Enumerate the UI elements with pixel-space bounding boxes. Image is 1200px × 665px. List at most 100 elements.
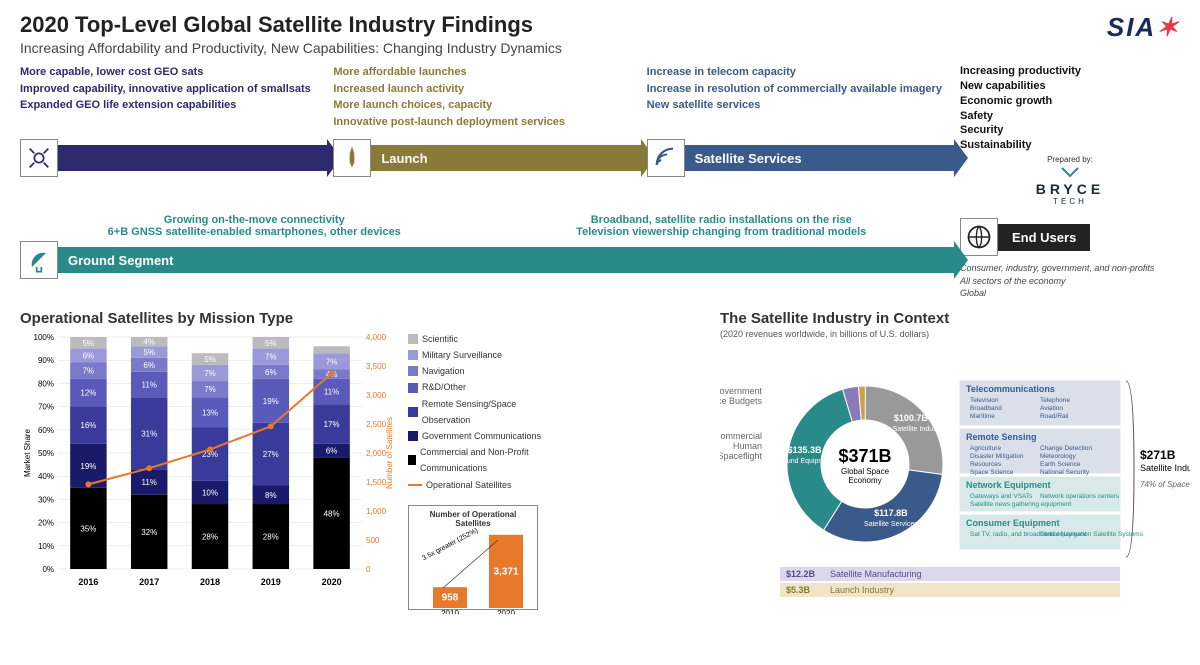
rocket-icon [333,139,371,177]
svg-text:Satellite Industry: Satellite Industry [1140,463,1190,473]
svg-text:4,000: 4,000 [366,333,387,342]
svg-text:Television: Television [970,397,999,404]
page-subtitle: Increasing Affordability and Productivit… [20,40,562,56]
svg-text:13%: 13% [202,408,218,417]
mini-chart: Number of Operational Satellites 9582010… [408,505,538,610]
svg-text:35%: 35% [80,524,96,533]
svg-text:7%: 7% [204,369,216,378]
svg-text:31%: 31% [141,429,157,438]
svg-text:Consumer Equipment: Consumer Equipment [966,518,1060,528]
flow-services: Increase in telecom capacityIncrease in … [647,64,954,176]
svg-text:Network Equipment: Network Equipment [966,480,1051,490]
header: 2020 Top-Level Global Satellite Industry… [20,12,1180,56]
svg-text:Telephone: Telephone [1040,397,1070,404]
dish-icon [20,241,58,279]
svg-text:17%: 17% [324,420,340,429]
ops-title: Operational Satellites by Mission Type [20,310,700,327]
svg-text:2,500: 2,500 [366,420,387,429]
ops-chart-section: Operational Satellites by Mission Type 0… [20,310,700,619]
svg-text:Global Navigation Satellite Sy: Global Navigation Satellite Systems [1040,531,1144,538]
svg-text:Aviation: Aviation [1040,405,1063,412]
svg-text:1,000: 1,000 [366,507,387,516]
svg-text:40%: 40% [38,472,54,481]
svg-text:$100.7B: $100.7B [894,413,929,423]
svg-text:28%: 28% [202,532,218,541]
launch-arrow: Launch [371,145,640,171]
svg-text:10%: 10% [38,542,54,551]
manuf-arrow [58,145,327,171]
svg-text:5%: 5% [265,339,277,348]
svg-text:Satellite Services: Satellite Services [864,521,918,528]
svg-text:2010: 2010 [441,609,459,614]
svg-text:Road/Rail: Road/Rail [1040,413,1069,420]
svg-text:7%: 7% [204,385,216,394]
svg-text:$117.8B: $117.8B [874,508,908,518]
svg-text:Satellite news gathering equip: Satellite news gathering equipment [970,501,1071,508]
svg-text:National Security: National Security [1040,469,1090,476]
svg-text:6%: 6% [143,361,155,370]
svg-text:3,371: 3,371 [493,566,518,577]
satellite-icon [20,139,58,177]
svg-text:48%: 48% [324,509,340,518]
svg-text:$5.3B: $5.3B [786,585,811,595]
svg-text:Number of Satellites: Number of Satellites [385,417,394,489]
bryce-chevron-icon [1060,166,1080,178]
flow-manufacturing: More capable, lower cost GEO satsImprove… [20,64,327,176]
ground-row: Growing on-the-move connectivity6+B GNSS… [20,214,1180,300]
svg-text:2019: 2019 [261,577,281,587]
ground-right: Broadband, satellite radio installations… [576,214,866,238]
services-bullets: Increase in telecom capacityIncrease in … [647,64,954,136]
ground-arrow: Ground Segment [58,247,954,273]
svg-text:1,500: 1,500 [366,478,387,487]
svg-text:5%: 5% [83,339,95,348]
svg-text:Government: Government [720,386,762,396]
svg-text:Market Share: Market Share [23,428,32,477]
svg-text:Gateways and VSATs: Gateways and VSATs [970,493,1033,500]
svg-text:11%: 11% [141,380,156,389]
svg-text:Commercial: Commercial [720,431,762,441]
svg-text:4%: 4% [143,337,155,346]
svg-text:8%: 8% [265,491,277,500]
svg-text:3,500: 3,500 [366,362,387,371]
signal-icon [647,139,685,177]
svg-text:32%: 32% [141,528,157,537]
end-users-sub: Consumer, industry, government, and non-… [960,262,1180,300]
svg-text:80%: 80% [38,379,54,388]
svg-text:5%: 5% [204,355,216,364]
svg-text:7%: 7% [326,357,338,366]
page-title: 2020 Top-Level Global Satellite Industry… [20,12,562,38]
svg-text:100%: 100% [34,333,54,342]
svg-text:$135.3B: $135.3B [788,445,823,455]
svg-text:70%: 70% [38,402,54,411]
svg-text:16%: 16% [80,421,96,430]
svg-text:Broadband: Broadband [970,405,1002,412]
manuf-bullets: More capable, lower cost GEO satsImprove… [20,64,327,136]
bryce-sub: TECH [960,197,1180,206]
context-subtitle: (2020 revenues worldwide, in billions of… [720,329,1190,339]
svg-text:Telecommunications: Telecommunications [966,384,1055,394]
svg-text:19%: 19% [263,397,279,406]
svg-text:12%: 12% [80,389,96,398]
svg-text:$12.2B: $12.2B [786,569,816,579]
flow-row: More capable, lower cost GEO satsImprove… [20,64,1180,206]
svg-text:2,000: 2,000 [366,449,387,458]
svg-text:Maritime: Maritime [970,413,995,420]
svg-text:Disaster Mitigation: Disaster Mitigation [970,453,1024,460]
svg-text:Human: Human [733,441,762,451]
svg-text:Earth Science: Earth Science [1040,461,1081,468]
flow-end-users: Increasing productivityNew capabilitiesE… [960,64,1180,206]
svg-text:Space Science: Space Science [970,469,1014,476]
svg-text:Change Detection: Change Detection [1040,445,1092,452]
svg-text:30%: 30% [38,495,54,504]
svg-text:60%: 60% [38,426,54,435]
svg-text:3.5x greater (252%): 3.5x greater (252%) [421,528,479,562]
svg-text:2020: 2020 [497,609,515,614]
svg-text:6%: 6% [326,447,338,456]
svg-text:958: 958 [442,592,459,603]
svg-text:2017: 2017 [139,577,159,587]
context-title: The Satellite Industry in Context [720,310,1190,327]
svg-text:20%: 20% [38,518,54,527]
svg-text:7%: 7% [83,366,95,375]
svg-text:Remote Sensing: Remote Sensing [966,432,1037,442]
svg-text:90%: 90% [38,356,54,365]
